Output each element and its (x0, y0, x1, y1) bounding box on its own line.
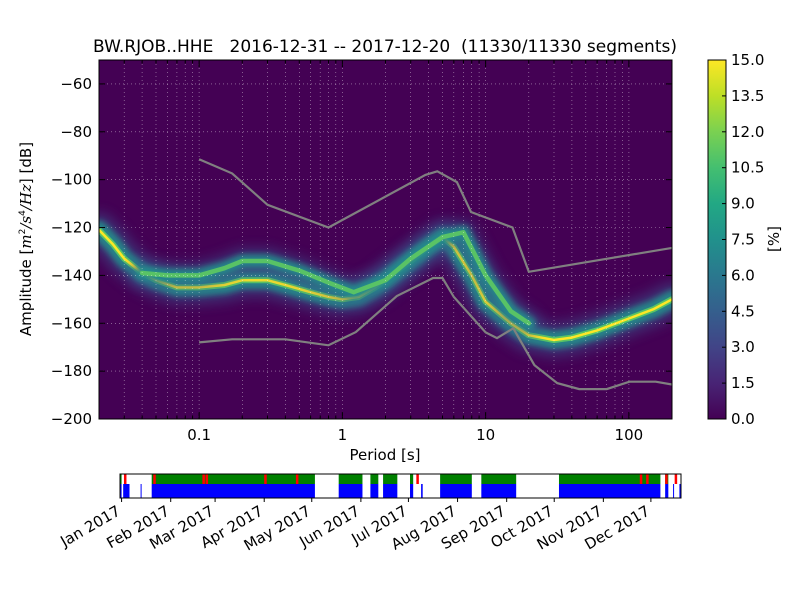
timeline-data-segment (558, 484, 661, 498)
y-tick-label: −140 (51, 266, 92, 284)
timeline-used-segment (370, 474, 379, 484)
noise-model-layer (198, 158, 672, 391)
plot-background (99, 60, 672, 419)
timeline-data-segment (370, 484, 379, 498)
y-tick-label: −80 (60, 123, 92, 141)
timeline-used-segment (383, 474, 398, 484)
x-axis-label: Period [s] (349, 446, 420, 464)
timeline-used-segment (120, 474, 122, 484)
timeline-data-segment (679, 484, 681, 498)
colorbar-label: [%] (765, 226, 783, 252)
colorbar-tick-label: 1.5 (731, 374, 755, 392)
timeline-data-segment (383, 484, 398, 498)
nlnm-line (198, 276, 672, 391)
timeline-data-segment (338, 484, 363, 498)
y-tick-label: −60 (60, 75, 92, 93)
x-tick-label: 0.1 (187, 426, 211, 444)
timeline-data-segment (673, 484, 675, 498)
timeline-data-segment (410, 484, 414, 498)
axis-ticks: −200 −180 −160 −140 −120 −100 −80 −60 0.1 1 10 100 (51, 60, 673, 444)
timeline-used-segment (410, 474, 414, 484)
x-tick-label: 1 (338, 426, 348, 444)
timeline-used-segment (558, 474, 661, 484)
y-tick-label: −200 (51, 410, 92, 428)
timeline-gap-mark (205, 474, 209, 484)
timeline-data-segment (123, 484, 130, 498)
timeline-gap-mark (639, 474, 643, 484)
timeline-gap-mark (674, 474, 678, 484)
timeline-data-segment (421, 484, 423, 498)
timeline-data-segment (665, 484, 669, 498)
y-tick-label: −160 (51, 314, 92, 332)
timeline-gap-mark (665, 474, 668, 484)
timeline-gap-mark (646, 474, 649, 484)
timeline-gap-mark (416, 474, 419, 484)
colorbar-tick-label: 12.0 (731, 123, 764, 141)
timeline-gap-mark (202, 474, 205, 484)
timeline-data-segment (151, 484, 315, 498)
ppsd-mode-band (139, 230, 532, 326)
timeline-data-segment (481, 484, 517, 498)
timeline-gap-mark (153, 474, 156, 484)
colorbar-tick-label: 0.0 (731, 410, 755, 428)
timeline-data-segment (120, 484, 122, 498)
colorbar-tick-label: 9.0 (731, 195, 755, 213)
timeline-gap-mark (123, 474, 127, 484)
colorbar-tick-label: 7.5 (731, 231, 755, 249)
colorbar-tick-label: 6.0 (731, 266, 755, 284)
y-tick-label: −120 (51, 219, 92, 237)
colorbar-tick-label: 4.5 (731, 302, 755, 320)
y-tick-label: −100 (51, 171, 92, 189)
colorbar-ticks: 0.0 1.5 3.0 4.5 6.0 7.5 9.0 10.5 12.0 13.5 15.0 (722, 51, 764, 428)
timeline-used-segment (151, 474, 315, 484)
timeline-frame (119, 473, 682, 499)
timeline-used-segment (338, 474, 363, 484)
colorbar-tick-label: 3.0 (731, 338, 755, 356)
timeline-coverage (120, 474, 681, 498)
timeline-data-segment (440, 484, 472, 498)
chart-title: BW.RJOB..HHE 2016-12-31 -- 2017-12-20 (1… (93, 37, 677, 57)
timeline-used-segment (481, 474, 517, 484)
y-tick-label: −180 (51, 362, 92, 380)
nhnm-line (198, 158, 672, 274)
timeline-used-segment (440, 474, 472, 484)
timeline-gap-mark (264, 474, 267, 484)
colorbar-tick-label: 10.5 (731, 159, 764, 177)
timeline-data-segment (140, 484, 142, 498)
x-tick-label: 100 (615, 426, 644, 444)
timeline-gap-mark (295, 474, 299, 484)
x-tick-label: 10 (476, 426, 495, 444)
y-axis-label: Amplitude [m2/s4/Hz] [dB] (17, 142, 35, 336)
colorbar-tick-label: 13.5 (731, 87, 764, 105)
colorbar-tick-label: 15.0 (731, 51, 764, 69)
